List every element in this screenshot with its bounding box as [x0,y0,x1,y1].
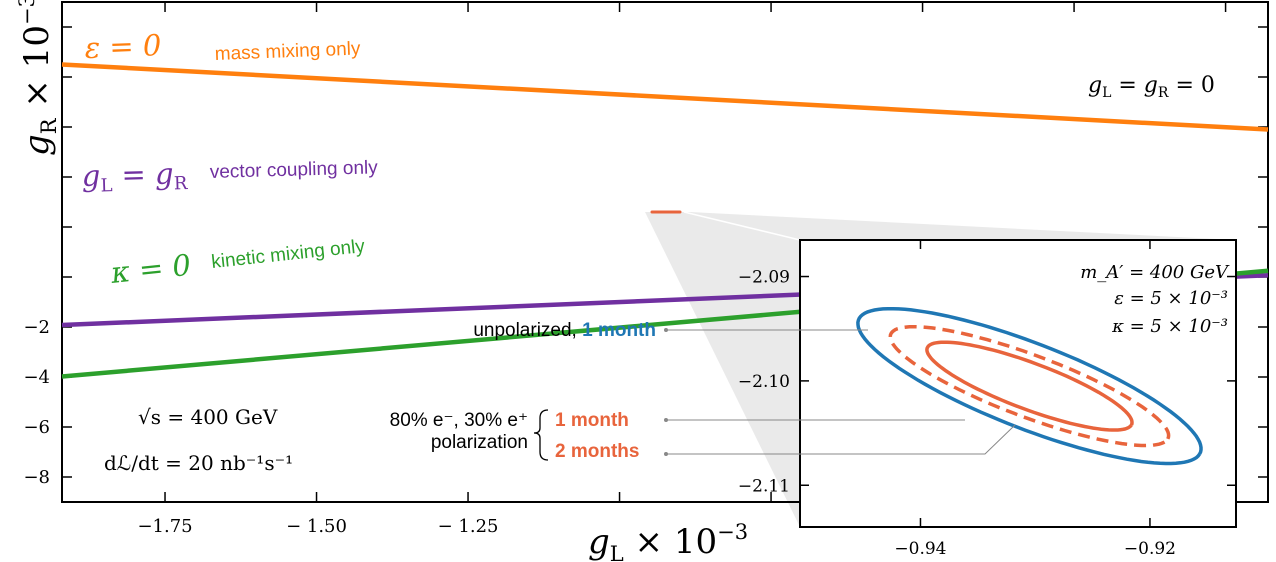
legend-pol-2months: 2 months [555,441,639,462]
inset-x-tick-label: −0.94 [894,539,946,559]
x-axis-label: gL × 10−3 [588,520,748,562]
legend-pol-1month: 1 month [555,410,629,431]
x-tick-label: − 1.50 [286,516,347,537]
vec-series-note: vector coupling only [210,157,379,183]
contour-1 [888,324,1171,448]
leader-pol-2months [666,424,1016,455]
kap-series-name: κ = 0 [108,248,192,290]
vec-series-name: gL = gR [81,156,188,197]
leader-dot-unpolarized [664,328,668,332]
zoom-edge [683,211,801,241]
legend-unpolarized: unpolarized, 1 month [473,320,656,341]
inset-y-tick-label: −2.11 [738,476,790,496]
inset-ticks: −0.94 −0.92 −2.09 −2.10 −2.11 [738,240,1236,559]
inset-param-mass: m_A′ = 400 GeV [1080,262,1230,283]
zoom-wedge [645,212,1236,527]
inset-y-tick-label: −2.09 [738,268,790,288]
leader-dot-pol-2months [664,452,668,456]
lumi-annotation: dℒ/dt = 20 nb⁻¹s⁻¹ [104,451,293,475]
leader-dot-pol-1month [664,418,668,422]
y-tick-label: −4 [23,367,50,388]
kap-series-note: kinetic mixing only [210,236,366,273]
contour-0 [856,306,1203,466]
origin-label: gL = gR = 0 [1088,73,1215,101]
inset-frame [799,239,1237,528]
eps-series-name: ε = 0 [84,28,162,65]
legend-pol-line1: 80% e⁻, 30% e⁺ [390,410,528,431]
y-tick-label: −6 [23,417,50,438]
y-axis-label: gR × 10−3 [15,0,61,156]
series-line-0 [61,62,1269,132]
legend-brace [533,409,549,461]
inset-param-kappa: κ = 5 × 10⁻³ [1111,316,1228,337]
eps-series-note: mass mixing only [214,38,361,65]
inset-param-epsilon: ε = 5 × 10⁻³ [1114,288,1228,309]
inset-background [800,240,1236,527]
energy-annotation: √s = 400 GeV [138,405,278,429]
inset-y-tick-label: −2.10 [738,372,790,392]
inset-contours [856,306,1203,466]
y-tick-label: −2 [23,317,50,338]
x-tick-label: −1.75 [137,516,192,537]
x-tick-label: − 1.25 [438,516,499,537]
inset-x-tick-label: −0.92 [1124,539,1176,559]
y-tick-label: −8 [23,467,50,488]
contour-2 [925,340,1134,432]
main-plot-frame [61,1,1269,503]
legend-pol-line2: polarization [431,432,528,453]
